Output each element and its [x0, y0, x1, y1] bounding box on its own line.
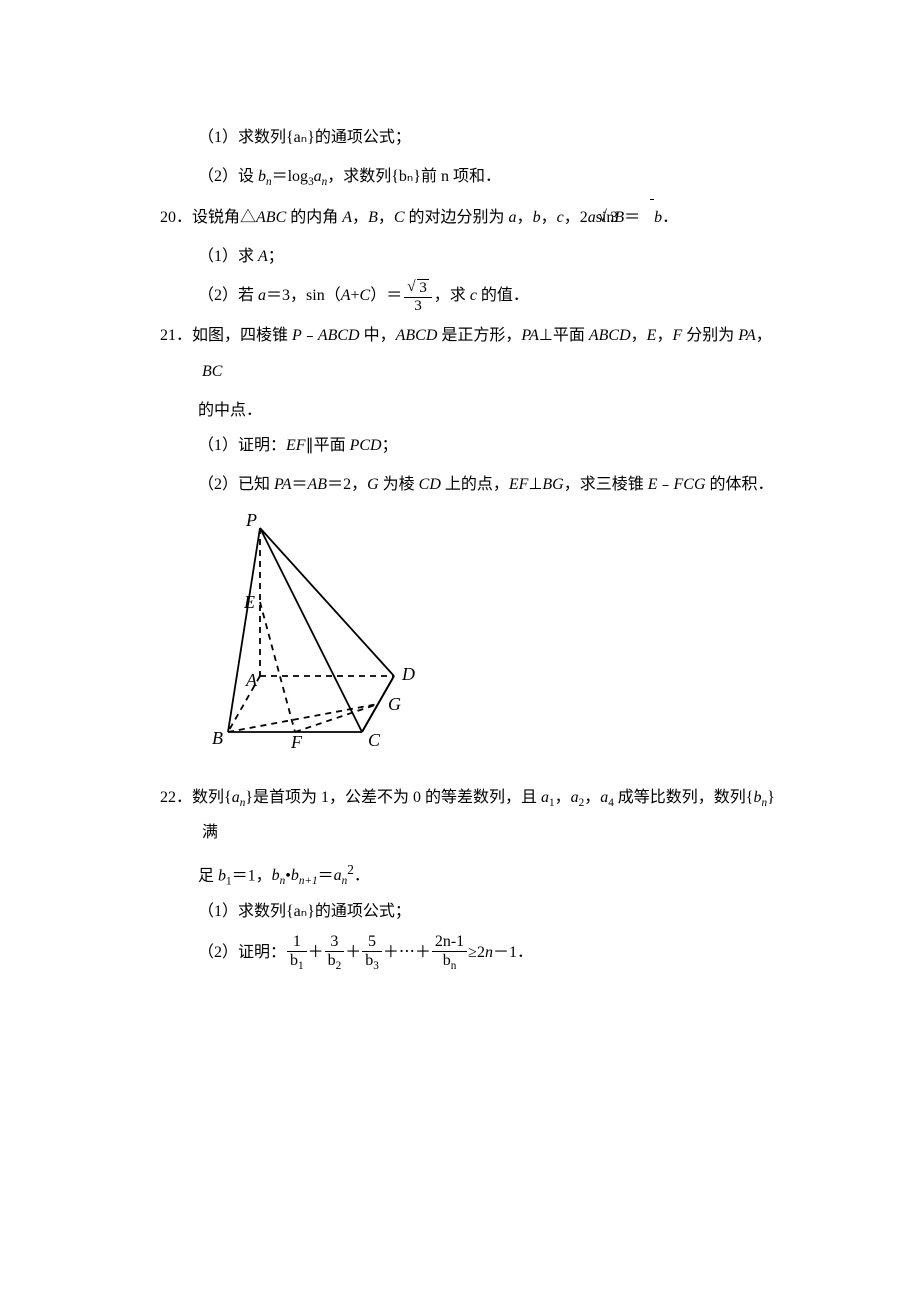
q21-stem: 21．如图，四棱锥 P﹣ABCD 中，ABCD 是正方形，PA⊥平面 ABCD，… — [160, 318, 780, 388]
q22-sub1: （1）求数列{aₙ}的通项公式； — [160, 894, 780, 929]
q21-figure-container: P A B C D E F G — [160, 514, 780, 761]
text: （1）求数列{aₙ}的通项公式； — [198, 129, 411, 146]
text: ，求数列{bₙ}前 n 项和． — [327, 168, 501, 185]
q22-stem-l2: 足 b1＝1，bn•bn+1＝an2． — [160, 855, 780, 894]
q22-sub2: （2）证明：1b1＋3b2＋5b3＋⋯＋2n-1bn≥2n－1． — [160, 933, 780, 973]
q20-stem: 20．设锐角△ABC 的内角 A，B，C 的对边分别为 a，b，c，2asinB… — [160, 199, 780, 235]
num: 21． — [160, 327, 192, 344]
q19-sub2: （2）设 bn＝log3an，求数列{bₙ}前 n 项和． — [160, 159, 780, 195]
q21-sub2: （2）已知 PA＝AB＝2，G 为棱 CD 上的点，EF⊥BG，求三棱锥 E﹣F… — [160, 467, 780, 502]
svg-text:C: C — [368, 730, 381, 748]
num: 20． — [160, 209, 192, 226]
svg-text:G: G — [388, 694, 401, 714]
q21-stem-l2: 的中点． — [160, 393, 780, 428]
text: （2）设 — [198, 168, 258, 185]
sqrt3: 3 — [650, 199, 654, 235]
svg-text:E: E — [243, 592, 255, 612]
svg-text:D: D — [401, 664, 415, 684]
frac-3-b2: 3b2 — [325, 933, 345, 973]
frac-5-b3: 5b3 — [362, 933, 382, 973]
svg-text:P: P — [245, 514, 257, 530]
q21-sub1: （1）证明：EF∥平面 PCD； — [160, 428, 780, 463]
eq: bn — [258, 168, 272, 185]
q19-sub1: （1）求数列{aₙ}的通项公式； — [160, 120, 780, 155]
q22-stem: 22．数列{an}是首项为 1，公差不为 0 的等差数列，且 a1，a2，a4 … — [160, 780, 780, 851]
frac-1-b1: 1b1 — [287, 933, 307, 973]
svg-text:A: A — [245, 670, 258, 690]
pyramid-figure: P A B C D E F G — [198, 514, 418, 748]
frac-sqrt3-over-3: 33 — [404, 279, 432, 314]
svg-text:F: F — [290, 732, 303, 748]
q20-sub1: （1）求 A； — [160, 239, 780, 274]
num: 22． — [160, 789, 192, 806]
svg-text:B: B — [212, 728, 223, 748]
q20-sub2: （2）若 a＝3，sin（A+C）＝33，求 c 的值． — [160, 278, 780, 314]
frac-2n1-bn: 2n-1bn — [432, 933, 467, 973]
